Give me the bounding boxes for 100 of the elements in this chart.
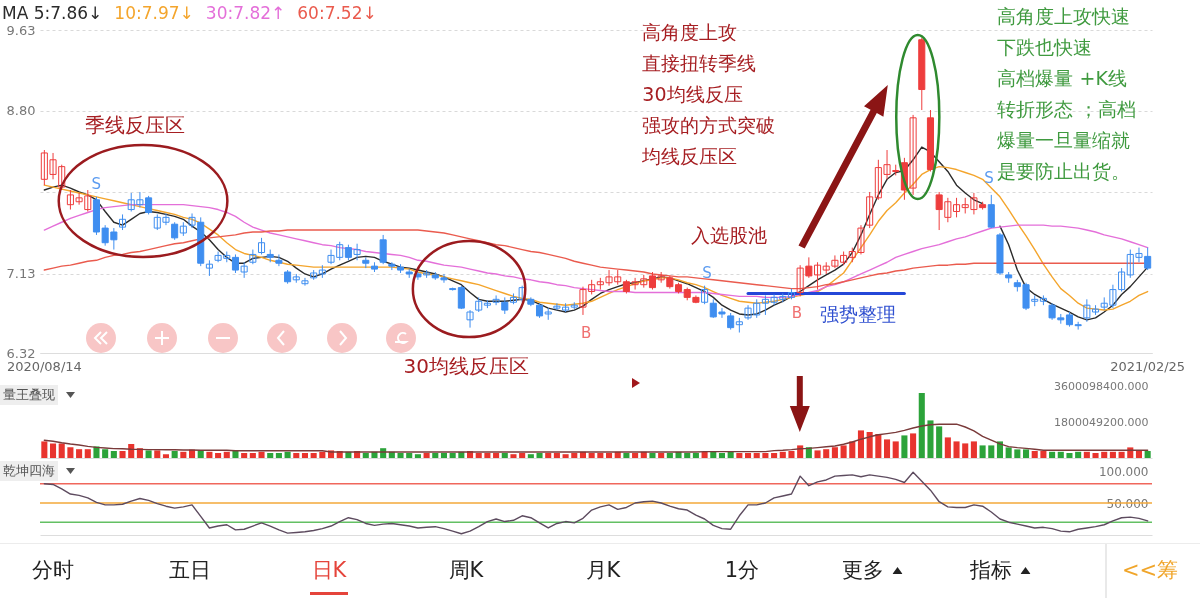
bar [1118, 451, 1125, 458]
y-tick-label: 1800049200.000 [1054, 415, 1149, 429]
bar [632, 453, 639, 458]
bar [727, 451, 734, 458]
bar [840, 445, 847, 458]
bar [779, 451, 786, 458]
bar [102, 449, 109, 458]
text: MA 5:7.86↓ [2, 3, 103, 23]
bar [536, 453, 543, 458]
text: 日K [311, 557, 347, 584]
bar [927, 420, 934, 458]
bar [432, 453, 439, 458]
bar [527, 454, 534, 458]
annotation: B [791, 304, 803, 322]
annotation: B [581, 324, 592, 342]
bar [849, 441, 856, 458]
bar [710, 451, 717, 458]
bar [232, 451, 239, 458]
bar [284, 451, 291, 458]
bar [41, 441, 48, 458]
bar [701, 451, 708, 458]
bar [1031, 451, 1038, 458]
bar [406, 453, 413, 458]
bar [145, 450, 152, 458]
bar [684, 453, 691, 458]
text: 高角度上攻快速 [997, 5, 1131, 27]
bar [58, 443, 65, 458]
text: 更多 [841, 557, 884, 584]
bar [866, 432, 873, 458]
bar [979, 445, 986, 458]
bar [910, 433, 917, 458]
bar [1040, 451, 1047, 458]
bar [901, 435, 908, 458]
annotation: 下跌也快速 [997, 36, 1093, 58]
annotation: S [91, 175, 101, 193]
annotation: 转折形态 ；高档 [997, 98, 1137, 120]
bar [171, 451, 178, 458]
bar [241, 453, 248, 458]
bar [771, 453, 778, 458]
bar [493, 453, 500, 458]
bar [1092, 453, 1099, 458]
annotation: 强攻的方式突破 [642, 114, 776, 136]
y-tick-label: 3600098400.000 [1054, 379, 1149, 393]
bar [310, 453, 317, 458]
bar [823, 449, 830, 458]
bar [744, 453, 752, 458]
bar [267, 453, 274, 458]
x-tick-label: 2020/08/14 [6, 358, 82, 374]
candlestick [987, 194, 995, 229]
bar [736, 453, 743, 458]
candlestick [466, 309, 474, 329]
annotation: S [702, 264, 712, 282]
text: 30均线反压区 [403, 354, 529, 378]
bar [857, 430, 865, 458]
bar [1014, 449, 1021, 458]
annotation: 直接扭转季线 [642, 52, 757, 74]
annotation: 高档爆量 +K线 [997, 67, 1127, 89]
bar [519, 453, 526, 458]
bar [996, 441, 1004, 458]
bar [762, 453, 769, 458]
bar [119, 451, 126, 458]
bar [110, 451, 117, 458]
bar [788, 451, 795, 458]
bar [623, 453, 630, 458]
bar [76, 449, 83, 458]
bar [249, 453, 256, 458]
bar [562, 454, 569, 458]
bar [1057, 451, 1064, 458]
bar [605, 453, 613, 458]
bar [1066, 453, 1073, 458]
bar [1135, 451, 1143, 458]
bar [162, 454, 170, 458]
annotation: 季线反压区 [84, 113, 185, 137]
bar [423, 453, 430, 458]
candlestick [701, 285, 709, 305]
bar [892, 441, 899, 458]
bar [67, 447, 74, 458]
bar [875, 434, 882, 458]
bar [1005, 447, 1012, 458]
candlestick [301, 277, 309, 287]
bar [414, 454, 421, 458]
text: 60:7.52↓ [297, 3, 377, 23]
bar [1144, 451, 1151, 458]
bar [692, 453, 699, 458]
chart-title: 乾坤四海 [0, 461, 58, 481]
bar [753, 453, 760, 458]
bar [962, 443, 969, 458]
bar [293, 453, 300, 458]
text: 1分 [724, 557, 760, 584]
candlestick [379, 234, 387, 265]
candlestick [866, 191, 874, 229]
bar [440, 453, 448, 458]
annotation: 入选股池 [691, 224, 768, 246]
text: 五日 [169, 557, 211, 584]
bar [49, 443, 57, 458]
annotation: 30均线反压 [642, 83, 743, 105]
annotation: 爆量一旦量缩就 [997, 129, 1131, 151]
text: 月K [585, 557, 621, 584]
bar [988, 445, 995, 458]
bar [571, 453, 578, 458]
